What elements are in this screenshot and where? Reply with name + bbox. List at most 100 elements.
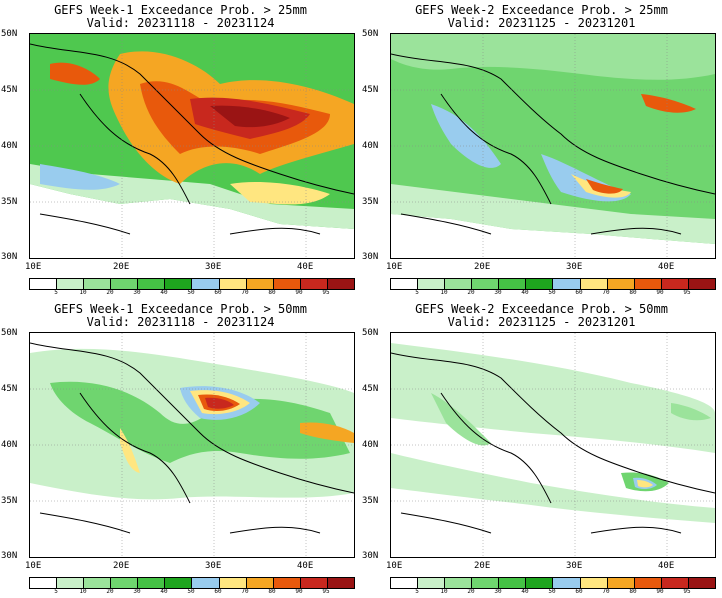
panel-title: GEFS Week-2 Exceedance Prob. > 25mm [415, 3, 668, 17]
colorbar-tick-label: 70 [602, 289, 610, 296]
colorbar-swatch [110, 279, 138, 289]
colorbar-tick-label: 10 [440, 289, 448, 296]
colorbar-swatch [164, 578, 192, 588]
colorbar-swatch [191, 578, 219, 588]
lon-label-40e: 40E [297, 262, 314, 272]
panel-valid-dates: Valid: 20231125 - 20231201 [447, 16, 636, 30]
colorbar-swatch [471, 578, 499, 588]
lat-label-50n: 50N [362, 29, 379, 39]
panel-title: GEFS Week-2 Exceedance Prob. > 50mm [415, 302, 668, 316]
colorbar-ticks: 5 10 20 30 40 50 60 70 80 90 95 [29, 289, 355, 298]
colorbar-tick-label: 60 [575, 588, 583, 595]
colorbar-tick-label: 80 [629, 588, 637, 595]
map-panel-week1-25mm: GEFS Week-1 Exceedance Prob. > 25mm Vali… [0, 0, 361, 299]
colorbar-tick-label: 90 [295, 289, 303, 296]
colorbar-swatch [579, 578, 607, 588]
colorbar-tick-label: 30 [494, 588, 502, 595]
colorbar-swatch [552, 279, 580, 289]
colorbar-swatch [272, 279, 300, 289]
colorbar-swatch [525, 279, 553, 289]
lat-label-30n: 30N [362, 551, 379, 561]
lon-label-20e: 20E [113, 561, 130, 571]
colorbar-swatch [552, 578, 580, 588]
lon-label-40e: 40E [297, 561, 314, 571]
colorbar-tick-label: 95 [683, 588, 691, 595]
lon-label-10e: 10E [386, 561, 403, 571]
lat-label-45n: 45N [1, 384, 18, 394]
colorbar-swatch [606, 279, 634, 289]
lat-label-30n: 30N [1, 551, 18, 561]
colorbar-swatch [299, 578, 327, 588]
lat-label-35n: 35N [1, 197, 18, 207]
lon-label-30e: 30E [566, 262, 583, 272]
map-panel-week2-50mm: GEFS Week-2 Exceedance Prob. > 50mm Vali… [361, 299, 722, 598]
colorbar-ticks: 5 10 20 30 40 50 60 70 80 90 95 [390, 289, 716, 298]
map-panel-week1-50mm: GEFS Week-1 Exceedance Prob. > 50mm Vali… [0, 299, 361, 598]
lon-label-20e: 20E [474, 561, 491, 571]
colorbar-tick-label: 30 [133, 289, 141, 296]
colorbar-swatch [471, 279, 499, 289]
colorbar-swatch [633, 279, 661, 289]
panel-valid-dates: Valid: 20231118 - 20231124 [86, 315, 275, 329]
colorbar-tick-label: 5 [54, 588, 58, 595]
colorbar-tick-label: 10 [79, 289, 87, 296]
colorbar-tick-label: 30 [494, 289, 502, 296]
lat-label-30n: 30N [1, 252, 18, 262]
colorbar-swatch [391, 279, 418, 289]
colorbar-tick-label: 50 [548, 588, 556, 595]
colorbar-tick-label: 80 [268, 289, 276, 296]
lat-label-35n: 35N [1, 496, 18, 506]
lon-label-10e: 10E [25, 561, 42, 571]
lat-label-50n: 50N [1, 29, 18, 39]
lat-label-50n: 50N [1, 328, 18, 338]
colorbar-swatch [30, 279, 57, 289]
panel-title: GEFS Week-1 Exceedance Prob. > 25mm [54, 3, 307, 17]
lat-label-35n: 35N [362, 197, 379, 207]
lat-label-40n: 40N [362, 141, 379, 151]
lat-label-45n: 45N [362, 384, 379, 394]
colorbar-swatch [191, 279, 219, 289]
colorbar-tick-label: 95 [683, 289, 691, 296]
colorbar-swatch [245, 578, 273, 588]
lon-label-30e: 30E [205, 262, 222, 272]
colorbar-tick-label: 20 [467, 289, 475, 296]
colorbar-tick-label: 50 [187, 289, 195, 296]
colorbar-swatch [56, 279, 84, 289]
colorbar-tick-label: 5 [54, 289, 58, 296]
lon-label-40e: 40E [658, 561, 675, 571]
panel-valid-dates: Valid: 20231118 - 20231124 [86, 16, 275, 30]
colorbar-swatch [137, 279, 165, 289]
lon-label-30e: 30E [205, 561, 222, 571]
colorbar-tick-label: 5 [415, 588, 419, 595]
colorbar-tick-label: 20 [106, 588, 114, 595]
colorbar-swatch [83, 578, 111, 588]
colorbar-tick-label: 90 [295, 588, 303, 595]
colorbar-tick-label: 40 [521, 289, 529, 296]
probability-map [29, 332, 355, 558]
colorbar [29, 278, 355, 290]
lat-label-30n: 30N [362, 252, 379, 262]
colorbar-swatch [218, 578, 246, 588]
colorbar-tick-label: 50 [548, 289, 556, 296]
colorbar-swatch [498, 279, 526, 289]
colorbar-tick-label: 20 [467, 588, 475, 595]
colorbar-swatch [498, 578, 526, 588]
colorbar-tick-label: 95 [322, 289, 330, 296]
colorbar-tick-label: 90 [656, 289, 664, 296]
lat-label-35n: 35N [362, 496, 379, 506]
colorbar-swatch [30, 578, 57, 588]
colorbar-swatch [83, 279, 111, 289]
lon-label-30e: 30E [566, 561, 583, 571]
colorbar-tick-label: 70 [602, 588, 610, 595]
lat-label-40n: 40N [362, 440, 379, 450]
map-panel-week2-25mm: GEFS Week-2 Exceedance Prob. > 25mm Vali… [361, 0, 722, 299]
colorbar-tick-label: 60 [214, 289, 222, 296]
colorbar-tick-label: 80 [268, 588, 276, 595]
colorbar-swatch [444, 279, 472, 289]
colorbar-swatch [633, 578, 661, 588]
colorbar-swatch [417, 279, 445, 289]
colorbar-tick-label: 10 [79, 588, 87, 595]
colorbar-swatch [326, 279, 354, 289]
probability-map [390, 33, 716, 259]
colorbar-tick-label: 50 [187, 588, 195, 595]
